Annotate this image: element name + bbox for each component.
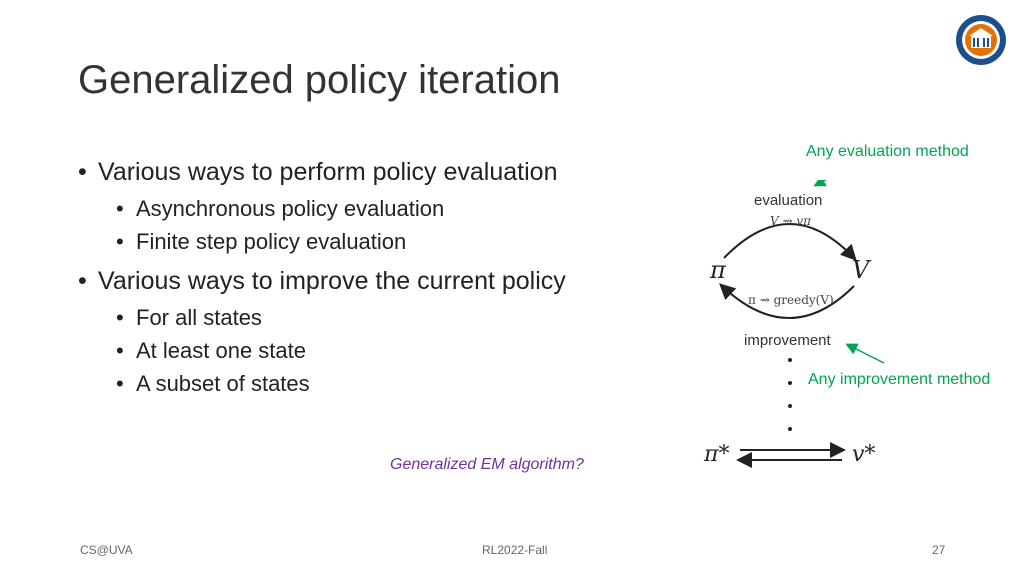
bullet-dot: • [116,371,124,396]
ellipsis-dot [788,404,792,408]
sub-bullet-2-2: • At least one state [116,338,306,364]
evaluation-label: evaluation [754,192,822,209]
sub-bullet-1-1: • Asynchronous policy evaluation [116,196,444,222]
em-algorithm-note: Generalized EM algorithm? [390,456,584,473]
bullet-2-text: Various ways to improve the current poli… [98,267,566,295]
bullet-dot: • [78,267,87,295]
evaluation-arc [723,223,857,261]
improvement-formula: π ⇝ greedy(V) [748,293,834,307]
improvement-annotation: Any improvement method [808,371,991,388]
bullet-dot: • [116,305,124,330]
university-logo [955,14,1007,71]
optimal-policy-label: π* [703,442,729,467]
bullet-1-text: Various ways to perform policy evaluatio… [98,158,558,186]
improvement-arc [719,283,855,319]
improvement-pointer-arrow [845,343,885,364]
sub-bullet-text: Asynchronous policy evaluation [136,196,445,221]
evaluation-formula: V ⇝ vπ [770,214,812,228]
bullet-dot: • [116,196,124,221]
ellipsis-dot [788,381,792,385]
slide-title: Generalized policy iteration [78,58,561,102]
bullet-dot: • [78,158,87,186]
sub-bullet-2-3: • A subset of states [116,371,310,397]
optimal-value-label: v* [852,442,875,467]
sub-bullet-text: For all states [136,305,262,330]
ellipsis-dot [788,427,792,431]
sub-bullet-1-2: • Finite step policy evaluation [116,229,406,255]
improvement-label: improvement [744,332,832,349]
value-node: V [852,256,872,284]
sub-bullet-text: A subset of states [136,371,310,396]
gpi-diagram: evaluation V ⇝ vπ π V π ⇝ greedy(V) impr… [703,180,885,468]
page-number: 27 [932,543,946,557]
ellipsis-dot [788,358,792,362]
sub-bullet-text: Finite step policy evaluation [136,229,407,254]
bullet-dot: • [116,338,124,363]
bullet-2: • Various ways to improve the current pol… [78,267,566,296]
bullet-1: • Various ways to perform policy evaluati… [78,158,557,187]
evaluation-pointer-arrow [813,180,828,187]
sub-bullet-text: At least one state [136,338,306,363]
sub-bullet-2-1: • For all states [116,305,262,331]
bullet-dot: • [116,229,124,254]
footer-left: CS@UVA [80,543,133,557]
evaluation-annotation: Any evaluation method [806,143,969,160]
policy-node: π [709,256,727,284]
footer-center: RL2022-Fall [482,543,548,557]
